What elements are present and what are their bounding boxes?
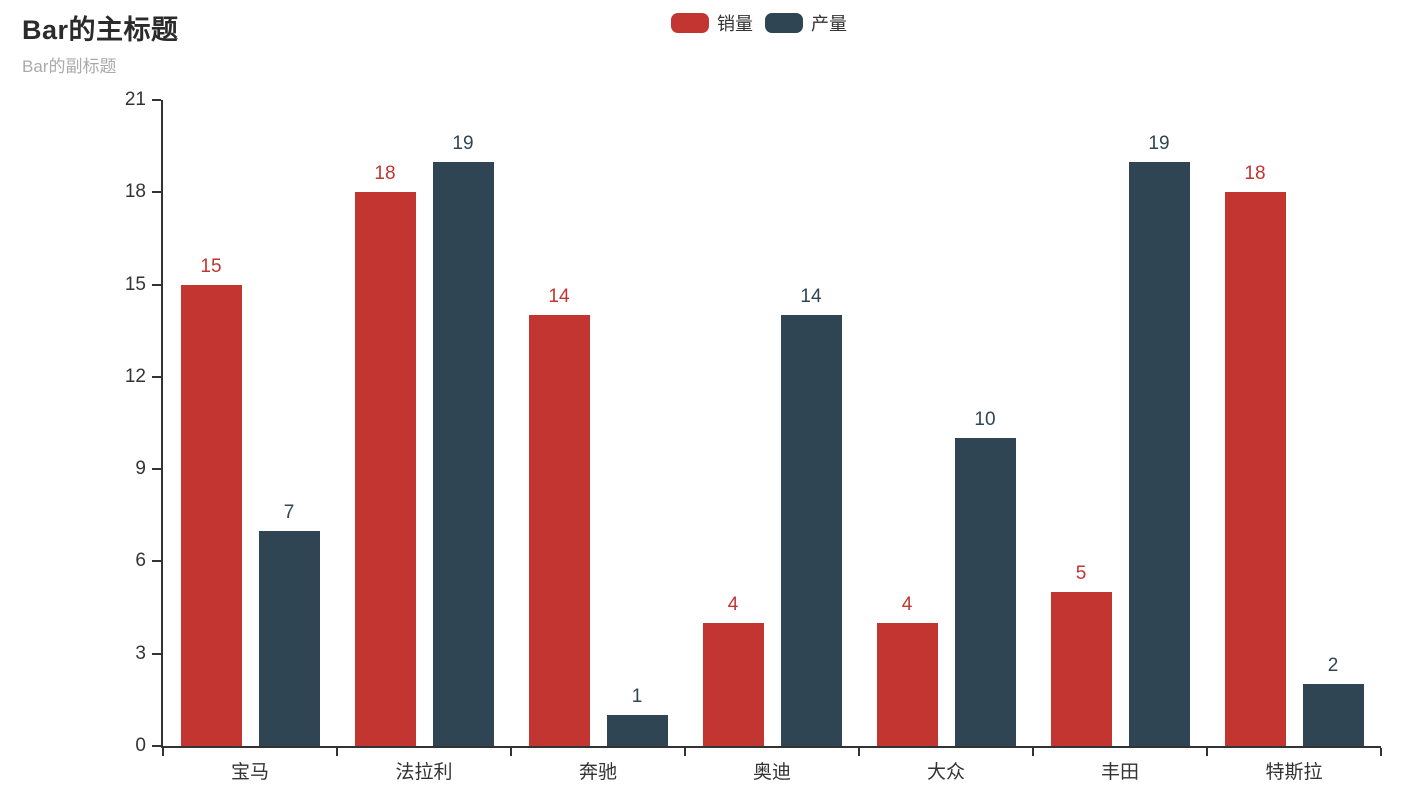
x-axis-label: 大众: [926, 762, 965, 783]
x-axis-tick: [1380, 748, 1382, 756]
y-axis-label: 18: [124, 181, 146, 203]
x-axis-tick: [684, 748, 686, 756]
bar-产量[interactable]: 2: [1302, 655, 1364, 746]
bar-group: 15 7: [163, 100, 337, 746]
bar-group: 18 19: [337, 100, 511, 746]
bar-产量[interactable]: 19: [432, 133, 494, 746]
x-axis-line: [161, 746, 1381, 748]
bar-value-label: 1: [631, 686, 643, 707]
x-axis-tick: [510, 748, 512, 756]
bar-销量[interactable]: 5: [1050, 563, 1112, 746]
y-axis-line: [161, 100, 163, 748]
bar-value-label: 14: [548, 286, 570, 307]
x-axis-tick: [858, 748, 860, 756]
y-axis-label: 9: [135, 458, 146, 480]
bar-value-label: 19: [452, 133, 474, 154]
y-axis-tick: [152, 560, 161, 563]
bar-value-label: 18: [374, 163, 396, 184]
chart-title: Bar的主标题: [22, 15, 179, 45]
legend-item-sales[interactable]: 销量: [671, 10, 753, 36]
legend-swatch-production-icon: [765, 13, 803, 33]
bar-销量[interactable]: 18: [1224, 163, 1286, 746]
y-axis-tick: [152, 468, 161, 471]
bar-group: 5 19: [1033, 100, 1207, 746]
x-axis-tick: [336, 748, 338, 756]
bar-销量[interactable]: 14: [528, 286, 590, 746]
x-axis-label: 奔驰: [578, 762, 617, 783]
y-axis-tick: [152, 191, 161, 194]
bar-value-label: 2: [1327, 655, 1339, 676]
y-axis-label: 12: [124, 365, 146, 387]
bar-value-label: 5: [1075, 563, 1087, 584]
y-axis-tick: [152, 375, 161, 378]
bar-group: 4 10: [859, 100, 1033, 746]
chart-subtitle: Bar的副标题: [22, 57, 117, 76]
y-axis-tick: [152, 745, 161, 747]
bar-产量[interactable]: 14: [780, 286, 842, 746]
bar-产量[interactable]: 7: [258, 502, 320, 746]
y-axis-label: 15: [124, 273, 146, 295]
bar-产量[interactable]: 19: [1128, 133, 1190, 746]
bar-销量[interactable]: 18: [354, 163, 416, 746]
bar-value-label: 19: [1148, 133, 1170, 154]
y-axis-tick: [152, 283, 161, 286]
legend-item-production[interactable]: 产量: [765, 10, 847, 36]
legend-label-sales: 销量: [717, 14, 753, 34]
bar-value-label: 10: [974, 409, 996, 430]
bar-value-label: 18: [1244, 163, 1266, 184]
x-axis-label: 奥迪: [752, 762, 791, 783]
bar-value-label: 15: [200, 256, 222, 277]
bar-group: 14 1: [511, 100, 685, 746]
bar-value-label: 4: [901, 594, 913, 615]
y-axis-tick: [152, 99, 161, 101]
bar-value-label: 7: [283, 502, 295, 523]
bar-销量[interactable]: 15: [180, 256, 242, 746]
x-axis-label: 特斯拉: [1265, 762, 1323, 783]
bar-销量[interactable]: 4: [876, 594, 938, 746]
x-axis-tick: [162, 748, 164, 756]
x-axis-label: 丰田: [1100, 762, 1139, 783]
x-axis-tick: [1206, 748, 1208, 756]
y-axis-label: 6: [135, 550, 146, 572]
y-axis-tick: [152, 652, 161, 655]
x-axis-tick: [1032, 748, 1034, 756]
bar-value-label: 14: [800, 286, 822, 307]
bar-value-label: 4: [727, 594, 739, 615]
bar-group: 4 14: [685, 100, 859, 746]
y-axis-label: 0: [135, 735, 146, 756]
x-axis-label: 宝马: [230, 762, 269, 783]
bar-销量[interactable]: 4: [702, 594, 764, 746]
legend-swatch-sales-icon: [671, 13, 709, 33]
legend: 销量 产量: [671, 10, 847, 36]
y-axis-label: 3: [135, 642, 146, 664]
bar-产量[interactable]: 10: [954, 409, 1016, 746]
legend-label-production: 产量: [811, 14, 847, 34]
bar-group: 18 2: [1207, 100, 1381, 746]
y-axis-label: 21: [124, 89, 146, 110]
bar-产量[interactable]: 1: [606, 686, 668, 746]
x-axis-label: 法拉利: [395, 762, 453, 783]
